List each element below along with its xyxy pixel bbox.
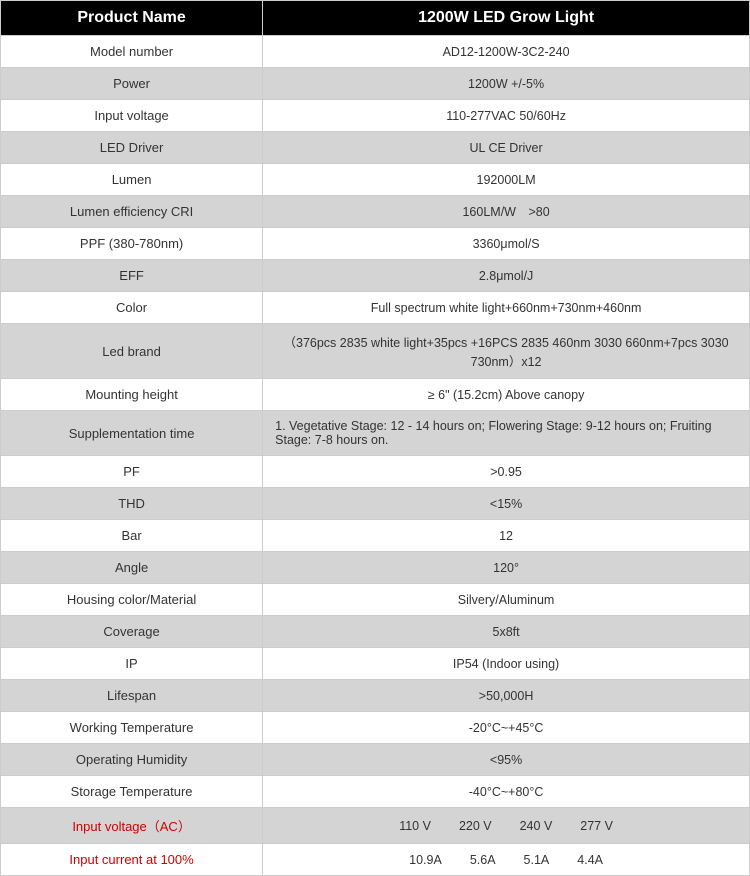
row-label: Input current at 100% (1, 844, 263, 876)
row-label: Storage Temperature (1, 776, 263, 808)
row-label: IP (1, 648, 263, 680)
row-label: Power (1, 68, 263, 100)
row-value: 110 V 220 V 240 V 277 V (263, 808, 750, 844)
row-label: PPF (380-780nm) (1, 228, 263, 260)
row-value: UL CE Driver (263, 132, 750, 164)
spec-table: Product Name 1200W LED Grow Light Model … (0, 0, 750, 876)
row-label: Lifespan (1, 680, 263, 712)
row-value: 160LM/W >80 (263, 196, 750, 228)
row-value: ≥ 6" (15.2cm) Above canopy (263, 379, 750, 411)
row-value: 110-277VAC 50/60Hz (263, 100, 750, 132)
spaced-value: 110 V (399, 819, 431, 833)
row-value: IP54 (Indoor using) (263, 648, 750, 680)
row-value: 3360μmol/S (263, 228, 750, 260)
row-value: 120° (263, 552, 750, 584)
table-row: LED DriverUL CE Driver (1, 132, 750, 164)
table-row: Coverage5x8ft (1, 616, 750, 648)
table-row: Lumen192000LM (1, 164, 750, 196)
spaced-value: 277 V (580, 819, 613, 833)
row-label: Input voltage (1, 100, 263, 132)
table-row: Power1200W +/-5% (1, 68, 750, 100)
table-row: Working Temperature-20°C~+45°C (1, 712, 750, 744)
row-label: Bar (1, 520, 263, 552)
row-value: 12 (263, 520, 750, 552)
table-row: PF>0.95 (1, 456, 750, 488)
row-value: Full spectrum white light+660nm+730nm+46… (263, 292, 750, 324)
spaced-value: 240 V (520, 819, 553, 833)
table-row: Supplementation time1. Vegetative Stage:… (1, 411, 750, 456)
row-value: 192000LM (263, 164, 750, 196)
table-row: Input voltage（AC） 110 V 220 V 240 V 277 V (1, 808, 750, 844)
row-value: （376pcs 2835 white light+35pcs +16PCS 28… (263, 324, 750, 379)
header-value: 1200W LED Grow Light (263, 1, 750, 36)
row-value: <15% (263, 488, 750, 520)
row-label: Supplementation time (1, 411, 263, 456)
row-label: LED Driver (1, 132, 263, 164)
row-value: -40°C~+80°C (263, 776, 750, 808)
table-row: Operating Humidity<95% (1, 744, 750, 776)
row-label: Angle (1, 552, 263, 584)
row-value: 10.9A 5.6A 5.1A 4.4A (263, 844, 750, 876)
table-row: Input current at 100% 10.9A 5.6A 5.1A 4.4A (1, 844, 750, 876)
row-value: AD12-1200W-3C2-240 (263, 36, 750, 68)
row-label: Input voltage（AC） (1, 808, 263, 844)
row-label: Working Temperature (1, 712, 263, 744)
spaced-value: 5.6A (470, 853, 496, 867)
table-row: IPIP54 (Indoor using) (1, 648, 750, 680)
row-value: 5x8ft (263, 616, 750, 648)
row-value: -20°C~+45°C (263, 712, 750, 744)
table-row: Angle120° (1, 552, 750, 584)
table-row: THD<15% (1, 488, 750, 520)
row-label: Mounting height (1, 379, 263, 411)
table-row: Mounting height≥ 6" (15.2cm) Above canop… (1, 379, 750, 411)
table-row: Storage Temperature-40°C~+80°C (1, 776, 750, 808)
row-value: 1200W +/-5% (263, 68, 750, 100)
header-label: Product Name (1, 1, 263, 36)
table-row: ColorFull spectrum white light+660nm+730… (1, 292, 750, 324)
spaced-value: 10.9A (409, 853, 442, 867)
row-value: >50,000H (263, 680, 750, 712)
table-row: Housing color/MaterialSilvery/Aluminum (1, 584, 750, 616)
table-row: EFF2.8μmol/J (1, 260, 750, 292)
row-label: Model number (1, 36, 263, 68)
row-label: Lumen efficiency CRI (1, 196, 263, 228)
row-label: PF (1, 456, 263, 488)
row-label: Housing color/Material (1, 584, 263, 616)
spaced-value: 5.1A (524, 853, 550, 867)
row-label: EFF (1, 260, 263, 292)
row-value: 2.8μmol/J (263, 260, 750, 292)
row-value: >0.95 (263, 456, 750, 488)
table-row: Bar12 (1, 520, 750, 552)
spaced-value: 220 V (459, 819, 492, 833)
row-label: Operating Humidity (1, 744, 263, 776)
row-label: Color (1, 292, 263, 324)
table-row: Led brand（376pcs 2835 white light+35pcs … (1, 324, 750, 379)
row-label: Lumen (1, 164, 263, 196)
table-row: Model numberAD12-1200W-3C2-240 (1, 36, 750, 68)
table-row: Lumen efficiency CRI160LM/W >80 (1, 196, 750, 228)
row-label: THD (1, 488, 263, 520)
row-value: 1. Vegetative Stage: 12 - 14 hours on; F… (263, 411, 750, 456)
row-label: Coverage (1, 616, 263, 648)
table-header-row: Product Name 1200W LED Grow Light (1, 1, 750, 36)
table-row: Lifespan>50,000H (1, 680, 750, 712)
table-row: PPF (380-780nm)3360μmol/S (1, 228, 750, 260)
spaced-value: 4.4A (577, 853, 603, 867)
table-row: Input voltage110-277VAC 50/60Hz (1, 100, 750, 132)
table-body: Model numberAD12-1200W-3C2-240Power1200W… (1, 36, 750, 876)
row-label: Led brand (1, 324, 263, 379)
row-value: <95% (263, 744, 750, 776)
row-value: Silvery/Aluminum (263, 584, 750, 616)
